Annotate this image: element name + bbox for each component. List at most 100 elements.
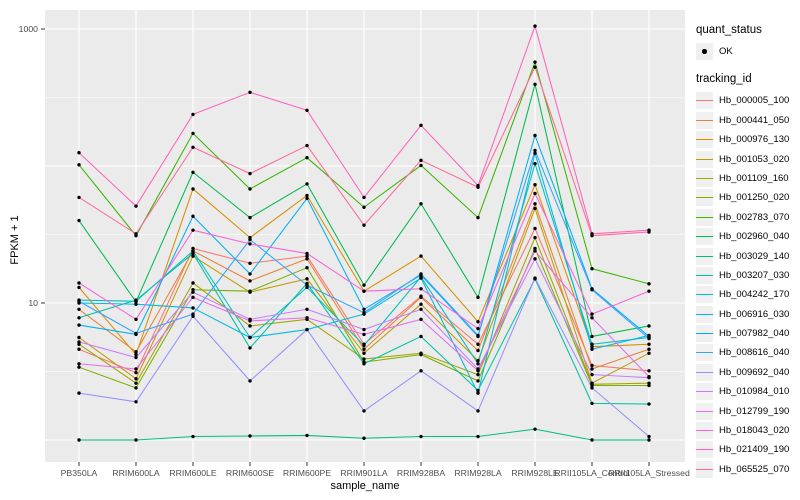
data-point [647, 369, 651, 373]
data-point [305, 316, 309, 320]
data-point [362, 347, 366, 351]
legend-line-swatch-icon [696, 100, 713, 102]
data-point [533, 65, 537, 69]
data-point [533, 202, 537, 206]
data-point [191, 290, 195, 294]
data-point [134, 317, 138, 322]
legend-line-swatch-icon [696, 410, 713, 412]
data-point [305, 307, 309, 311]
data-point [590, 367, 594, 371]
data-point [362, 357, 366, 361]
legend-key [696, 189, 713, 207]
legend-entry-label: Hb_001053_020 [719, 153, 790, 165]
data-point [248, 237, 252, 242]
data-point [590, 233, 594, 238]
legend-entry-Hb_012799_190: Hb_012799_190 [696, 402, 800, 421]
legend-entry-quant-status-ok: OK [696, 42, 800, 61]
data-point [191, 170, 195, 174]
legend-entry-Hb_003207_030: Hb_003207_030 [696, 266, 800, 285]
data-point [248, 324, 252, 328]
data-point [362, 362, 366, 366]
legend-key [696, 266, 713, 284]
data-point [77, 335, 81, 340]
data-point [248, 272, 252, 276]
data-point [134, 381, 138, 385]
data-point [647, 434, 651, 439]
legend-line-swatch-icon [696, 274, 713, 276]
legend-line-swatch-icon [696, 236, 713, 238]
data-point [248, 319, 252, 323]
data-point [191, 131, 195, 136]
data-point [590, 372, 594, 377]
legend-entry-label: Hb_021409_190 [719, 444, 790, 456]
legend-entries: Hb_000005_100 Hb_000441_050 Hb_000976_130 H… [696, 91, 800, 478]
data-point [590, 438, 594, 442]
data-point [419, 302, 423, 306]
data-point [134, 352, 138, 357]
legend-entry-Hb_021409_190: Hb_021409_190 [696, 440, 800, 459]
data-point [533, 249, 537, 253]
data-point [77, 438, 81, 442]
data-point [134, 386, 138, 390]
data-point [305, 327, 309, 332]
legend-entry-Hb_008616_040: Hb_008616_040 [696, 343, 800, 362]
data-point [533, 235, 537, 240]
data-point [590, 316, 594, 320]
legend-key [696, 305, 713, 323]
legend-entry-label: Hb_003207_030 [719, 269, 790, 281]
legend-entry-label: OK [719, 46, 733, 57]
data-point [590, 288, 594, 292]
legend-entry-Hb_000976_130: Hb_000976_130 [696, 130, 800, 149]
data-point [191, 112, 195, 117]
data-point [191, 249, 195, 253]
data-point [305, 193, 309, 198]
legend-key [696, 92, 713, 110]
data-point [134, 400, 138, 404]
legend-line-swatch-icon [696, 294, 713, 296]
data-point [533, 151, 537, 155]
x-tick-label: RRIM600SE [226, 468, 274, 478]
legend-entry-Hb_001109_160: Hb_001109_160 [696, 169, 800, 188]
x-tick-label: RRII105LA_Stressed [608, 468, 690, 478]
data-point [647, 383, 651, 388]
data-point [77, 340, 81, 344]
data-point [305, 196, 309, 201]
data-point [77, 342, 81, 346]
data-point [77, 281, 81, 285]
legend-entry-label: Hb_002960_040 [719, 231, 790, 243]
legend-key [696, 286, 713, 304]
data-point [419, 123, 423, 128]
data-point [362, 332, 366, 337]
data-point [134, 355, 138, 360]
legend-key [696, 228, 713, 246]
data-point [476, 295, 480, 300]
data-point [77, 316, 81, 320]
legend-key [696, 441, 713, 459]
data-point [134, 331, 138, 336]
legend-line-swatch-icon [696, 430, 713, 432]
data-point [533, 60, 537, 64]
data-point [362, 351, 366, 355]
data-point [419, 334, 423, 339]
legend-line-swatch-icon [696, 449, 713, 451]
data-point [647, 438, 651, 442]
data-point [305, 433, 309, 438]
data-point [476, 391, 480, 395]
data-point [362, 409, 366, 413]
data-point [77, 307, 81, 311]
data-point [533, 427, 537, 431]
data-point [476, 326, 480, 331]
legend-title-tracking-id: tracking_id [696, 73, 752, 86]
data-point [362, 195, 366, 200]
data-point [77, 163, 81, 167]
data-point [248, 187, 252, 191]
legend-key [696, 325, 713, 343]
data-point [77, 365, 81, 369]
data-point [419, 254, 423, 258]
legend-line-swatch-icon [696, 139, 713, 141]
y-axis-title: FPKM + 1 [9, 215, 21, 265]
data-point [77, 347, 81, 351]
data-point [134, 204, 138, 208]
data-point [134, 299, 138, 303]
